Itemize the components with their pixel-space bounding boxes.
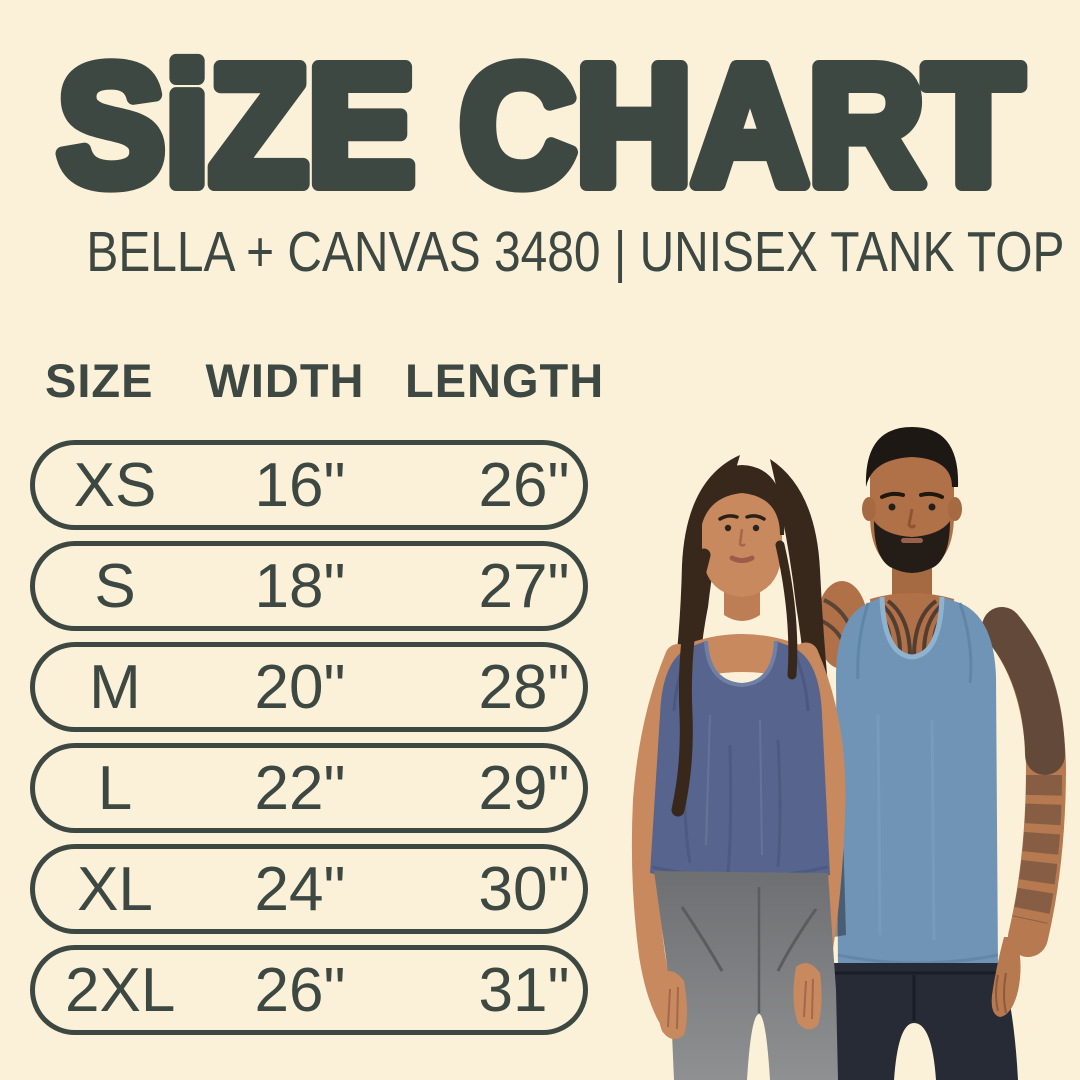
man-hair xyxy=(865,427,959,487)
size-cell: S xyxy=(94,551,136,621)
table-header-row: SIZE WIDTH LENGTH xyxy=(30,352,605,408)
width-cell: 26" xyxy=(254,955,346,1025)
size-cell: L xyxy=(97,753,133,823)
length-cell: 30" xyxy=(478,854,570,924)
size-cell: M xyxy=(89,652,141,722)
page-title: SiZE CHART xyxy=(58,34,1023,209)
man-jeans xyxy=(828,963,1018,1080)
width-cell: 22" xyxy=(254,753,346,823)
man-model xyxy=(816,427,1067,1080)
size-cell: 2XL xyxy=(65,955,176,1025)
width-cell: 16" xyxy=(254,450,346,520)
woman-arm-right xyxy=(631,644,691,1028)
tattoo-sleeve xyxy=(982,607,1065,775)
table-row-2xl: 2XL 26" 31" xyxy=(30,945,588,1035)
length-cell: 31" xyxy=(478,955,570,1025)
table-row-xs: XS 16" 26" xyxy=(30,440,588,530)
woman-hair-top xyxy=(699,465,785,535)
width-cell: 24" xyxy=(254,854,346,924)
size-table: SIZE WIDTH LENGTH XS 16" 26" S 18" 27" M… xyxy=(30,352,605,1046)
col-header-length: LENGTH xyxy=(405,353,605,407)
woman-model xyxy=(631,455,846,1080)
col-header-size: SIZE xyxy=(45,353,154,407)
table-row-s: S 18" 27" xyxy=(30,541,588,631)
length-cell: 29" xyxy=(478,753,570,823)
woman-tank-top xyxy=(650,641,830,885)
table-row-l: L 22" 29" xyxy=(30,743,588,833)
title-banner: SiZE CHART xyxy=(51,34,1030,209)
woman-hand-right xyxy=(657,971,687,1040)
table-row-xl: XL 24" 30" xyxy=(30,844,588,934)
page-subtitle: BELLA + CANVAS 3480 | UNISEX TANK TOP xyxy=(86,220,1065,284)
length-cell: 28" xyxy=(478,652,570,722)
woman-jeans xyxy=(654,871,838,1080)
size-cell: XL xyxy=(77,854,153,924)
models-photo xyxy=(631,427,1067,1080)
table-row-m: M 20" 28" xyxy=(30,642,588,732)
man-beard xyxy=(874,521,950,573)
size-cell: XS xyxy=(73,450,157,520)
length-cell: 26" xyxy=(478,450,570,520)
col-header-width: WIDTH xyxy=(205,353,365,407)
man-tank-top xyxy=(836,597,998,977)
length-cell: 27" xyxy=(478,551,570,621)
width-cell: 18" xyxy=(254,551,346,621)
width-cell: 20" xyxy=(254,652,346,722)
woman-hand-left xyxy=(793,963,822,1030)
